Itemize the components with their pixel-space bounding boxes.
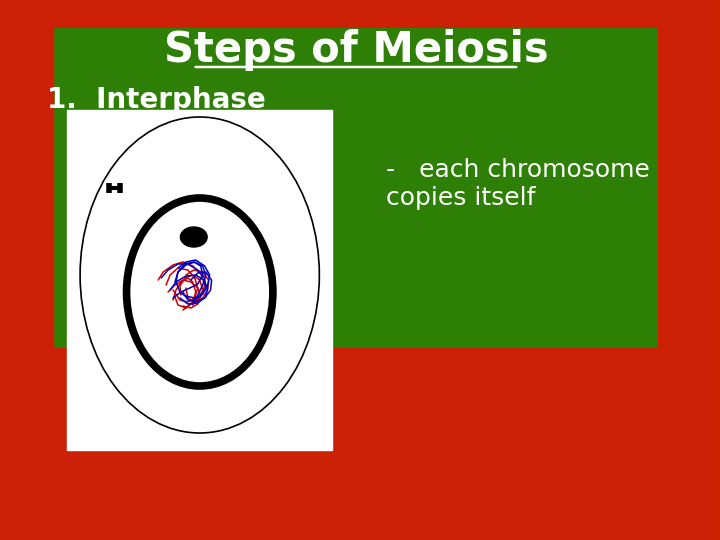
Text: 1.  Interphase: 1. Interphase <box>48 86 266 114</box>
Ellipse shape <box>181 227 207 247</box>
Ellipse shape <box>127 198 273 386</box>
Ellipse shape <box>80 117 320 433</box>
Text: Steps of Meiosis: Steps of Meiosis <box>163 29 548 71</box>
Text: -   each chromosome: - each chromosome <box>386 158 649 182</box>
Bar <box>67 110 332 450</box>
Text: copies itself: copies itself <box>386 186 535 210</box>
